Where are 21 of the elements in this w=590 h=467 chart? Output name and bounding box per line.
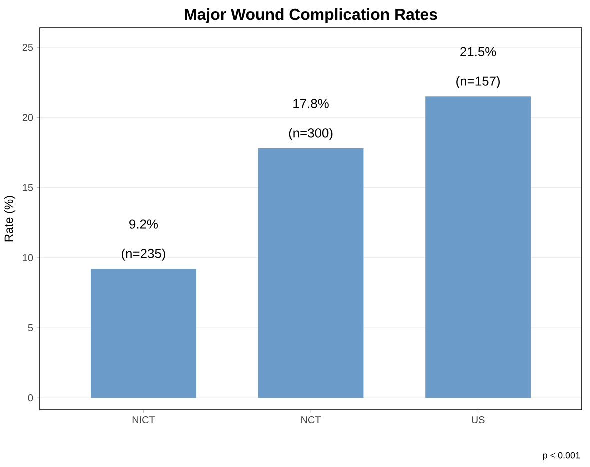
y-tick-label: 20 [22,114,34,122]
bar [426,96,531,398]
x-tick-label: NICT [132,416,156,424]
chart-title: Major Wound Complication Rates [185,8,438,24]
y-tick-label: 5 [28,324,34,332]
bar [258,148,364,398]
data-label: 17.8% [294,99,329,108]
x-tick-label: NCT [302,416,322,424]
text: p < 0.001 [543,452,580,460]
annotation: (n=300) [289,128,333,140]
annotation: (n=235) [122,248,166,261]
y-tick-label: 25 [22,44,34,52]
y-axis-title: Rate (%) [4,196,16,242]
data-label: 9.2% [130,220,158,229]
annotation: (n=157) [456,76,500,88]
y-tick-label: 15 [23,184,34,192]
x-tick-label: US [472,416,485,424]
y-tick-label: 0 [28,394,34,402]
bar [91,269,196,398]
data-label: 21.5% [460,47,496,56]
y-tick-label: 10 [23,254,34,262]
